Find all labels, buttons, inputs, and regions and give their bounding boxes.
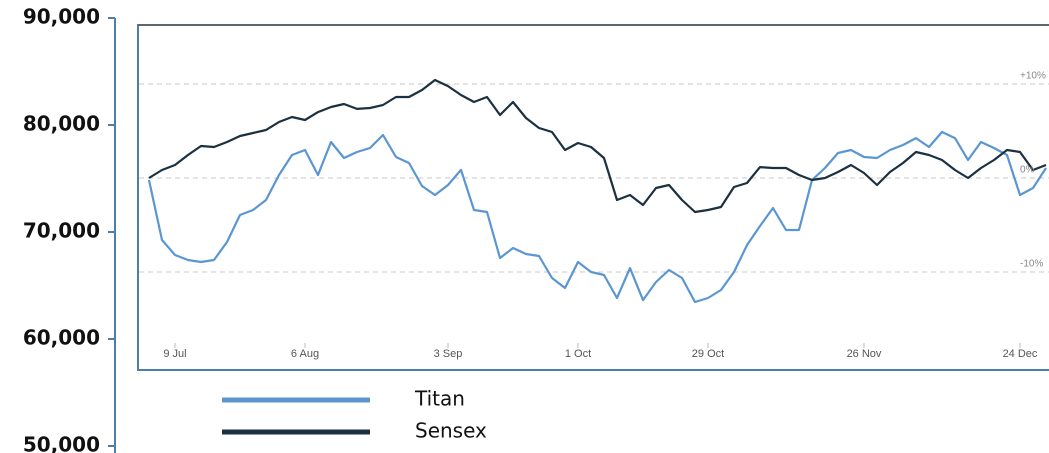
y-tick-label: 80,000: [23, 112, 100, 136]
reference-label: -10%: [1020, 259, 1043, 270]
plot-frame: [137, 24, 1049, 371]
legend-label: Titan: [414, 387, 465, 411]
legend-label: Sensex: [415, 419, 487, 443]
reference-label: +10%: [1020, 71, 1046, 82]
x-tick-label: 29 Oct: [692, 348, 724, 360]
series-line: [147, 130, 1047, 304]
series-line: [148, 78, 1047, 214]
x-tick-label: 26 Nov: [847, 348, 882, 360]
x-tick-label: 6 Aug: [291, 348, 319, 360]
x-tick-label: 24 Dec: [1003, 348, 1038, 360]
y-tick-label: 70,000: [23, 219, 100, 243]
x-tick-label: 1 Oct: [565, 348, 591, 360]
y-tick-label: 50,000: [23, 433, 100, 453]
y-tick-label: 90,000: [23, 5, 100, 29]
x-tick-label: 9 Jul: [163, 348, 186, 360]
x-tick-label: 3 Sep: [434, 348, 463, 360]
reference-label: 0%: [1020, 165, 1035, 176]
y-tick-label: 60,000: [23, 326, 100, 350]
plot-area: [139, 78, 1049, 304]
